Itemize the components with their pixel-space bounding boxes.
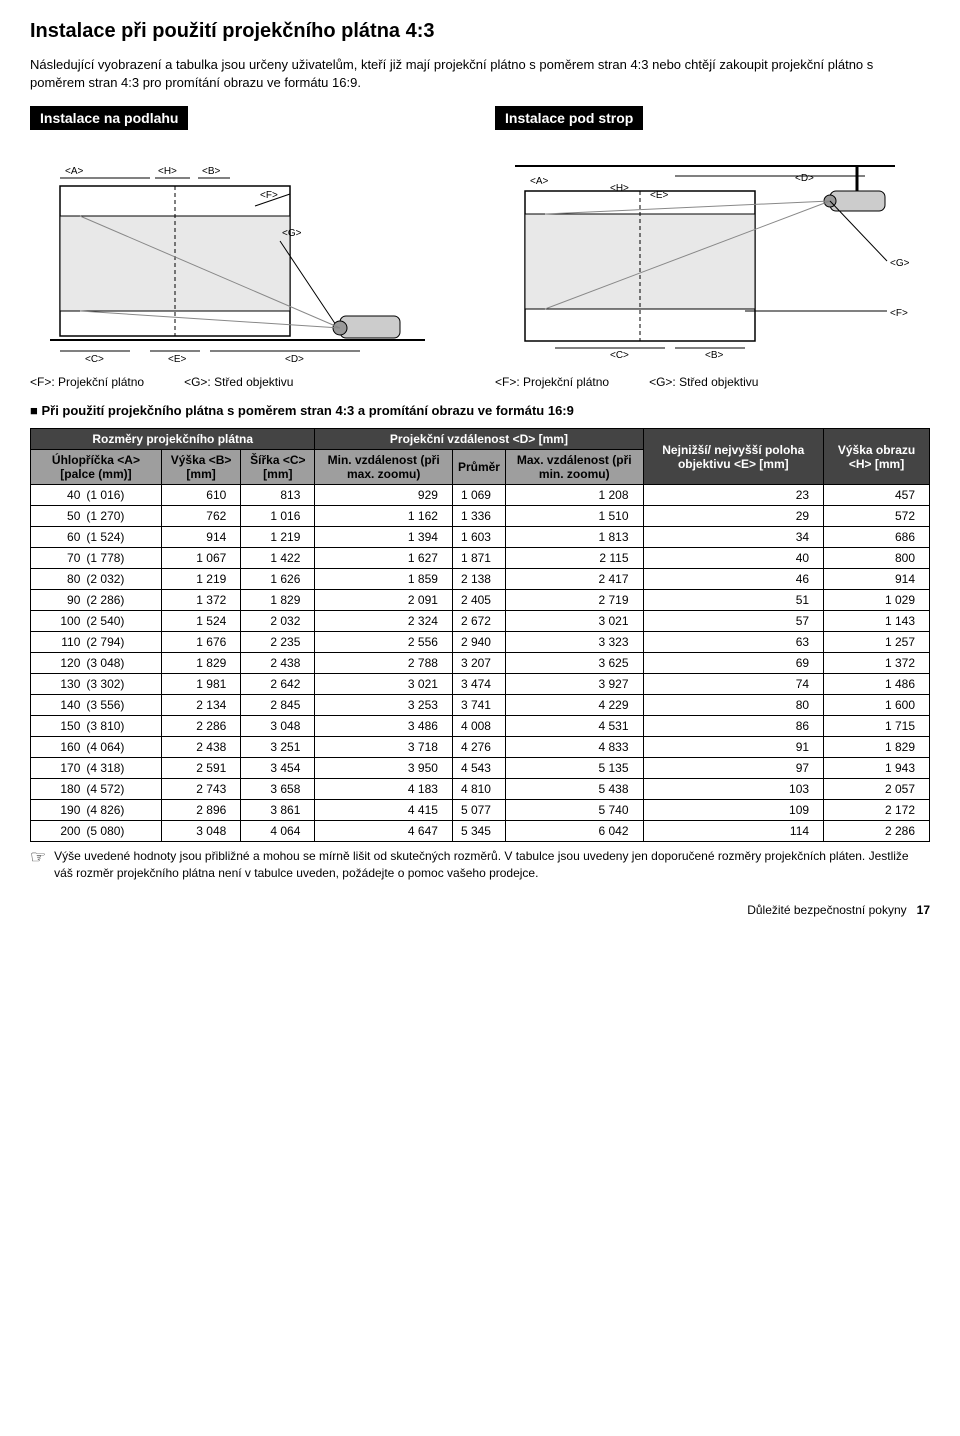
floor-install-diagram: <A> <H> <B> <F> <G> <C> <E> <D>	[30, 136, 465, 369]
table-row: 60(1 524)9141 2191 3941 6031 81334686	[31, 527, 930, 548]
table-row: 160(4 064)2 4383 2513 7184 2764 833911 8…	[31, 737, 930, 758]
table-row: 110(2 794)1 6762 2352 5562 9403 323631 2…	[31, 632, 930, 653]
table-row: 170(4 318)2 5913 4543 9504 5435 135971 9…	[31, 758, 930, 779]
page-footer: Důležité bezpečnostní pokyny 17	[30, 903, 930, 917]
svg-text:<E>: <E>	[650, 190, 669, 201]
table-row: 90(2 286)1 3721 8292 0912 4052 719511 02…	[31, 590, 930, 611]
table-row: 180(4 572)2 7433 6584 1834 8105 4381032 …	[31, 779, 930, 800]
left-diagram-title: Instalace na podlahu	[30, 106, 188, 130]
page-title: Instalace při použití projekčního plátna…	[30, 20, 930, 43]
right-diagram-column: Instalace pod strop <A> <H> <E> <D>	[495, 106, 930, 389]
th-h: Výška obrazu <H> [mm]	[824, 429, 930, 485]
svg-text:<C>: <C>	[85, 354, 104, 365]
right-caption-f: <F>: Projekční plátno	[495, 375, 609, 389]
table-note: Při použití projekčního plátna s poměrem…	[30, 403, 930, 418]
table-row: 70(1 778)1 0671 4221 6271 8712 11540800	[31, 548, 930, 569]
diagram-row: Instalace na podlahu <A> <H> <B> <F> <G>	[30, 106, 930, 389]
table-row: 80(2 032)1 2191 6261 8592 1382 41746914	[31, 569, 930, 590]
table-row: 130(3 302)1 9812 6423 0213 4743 927741 4…	[31, 674, 930, 695]
table-row: 50(1 270)7621 0161 1621 3361 51029572	[31, 506, 930, 527]
right-caption-g: <G>: Střed objektivu	[649, 375, 758, 389]
th-min: Min. vzdále­nost (při max. zoomu)	[315, 450, 453, 485]
th-a: Úhlopříčka <A> [palce (mm)]	[31, 450, 162, 485]
intro-text: Následující vyobrazení a tabulka jsou ur…	[30, 56, 930, 92]
footnote-text: Výše uvedené hodnoty jsou přibližné a mo…	[54, 848, 930, 880]
svg-text:<D>: <D>	[285, 354, 304, 365]
dimension-table: Rozměry projekčního plátna Projekční vzd…	[30, 428, 930, 842]
table-row: 190(4 826)2 8963 8614 4155 0775 7401092 …	[31, 800, 930, 821]
th-c: Šířka <C> [mm]	[241, 450, 315, 485]
svg-text:<D>: <D>	[795, 173, 814, 184]
svg-text:<B>: <B>	[202, 166, 221, 177]
footer-page-number: 17	[917, 903, 930, 917]
svg-text:<A>: <A>	[530, 176, 549, 187]
svg-text:<B>: <B>	[705, 350, 724, 361]
svg-text:<F>: <F>	[890, 308, 908, 319]
left-caption-f: <F>: Projekční plátno	[30, 375, 144, 389]
table-row: 140(3 556)2 1342 8453 2533 7414 229801 6…	[31, 695, 930, 716]
th-e: Nejnižší/ nejvyšší poloha objektivu <E> …	[643, 429, 824, 485]
svg-text:<C>: <C>	[610, 350, 629, 361]
th-group-dist: Projekční vzdálenost <D> [mm]	[315, 429, 643, 450]
table-row: 40(1 016)6108139291 0691 20823457	[31, 485, 930, 506]
left-diagram-column: Instalace na podlahu <A> <H> <B> <F> <G>	[30, 106, 465, 389]
table-row: 100(2 540)1 5242 0322 3242 6723 021571 1…	[31, 611, 930, 632]
svg-text:<H>: <H>	[610, 183, 629, 194]
ceiling-install-diagram: <A> <H> <E> <D> <G> <F> <C> <B>	[495, 136, 930, 369]
svg-text:<E>: <E>	[168, 354, 187, 365]
th-max: Max. vzdále­nost (při min. zoomu)	[505, 450, 643, 485]
table-row: 120(3 048)1 8292 4382 7883 2073 625691 3…	[31, 653, 930, 674]
footnote-row: ☞ Výše uvedené hodnoty jsou přibližné a …	[30, 848, 930, 880]
hand-icon: ☞	[30, 848, 46, 866]
footer-label: Důležité bezpečnostní pokyny	[747, 903, 906, 917]
th-avg: Průměr	[452, 450, 505, 485]
left-caption-g: <G>: Střed objektivu	[184, 375, 293, 389]
table-row: 200(5 080)3 0484 0644 6475 3456 0421142 …	[31, 821, 930, 842]
svg-text:<G>: <G>	[282, 228, 302, 239]
right-diagram-title: Instalace pod strop	[495, 106, 643, 130]
th-group-screen: Rozměry projekčního plátna	[31, 429, 315, 450]
svg-text:<A>: <A>	[65, 166, 84, 177]
table-row: 150(3 810)2 2863 0483 4864 0084 531861 7…	[31, 716, 930, 737]
th-b: Výška <B> [mm]	[161, 450, 240, 485]
svg-text:<G>: <G>	[890, 258, 910, 269]
svg-text:<H>: <H>	[158, 166, 177, 177]
